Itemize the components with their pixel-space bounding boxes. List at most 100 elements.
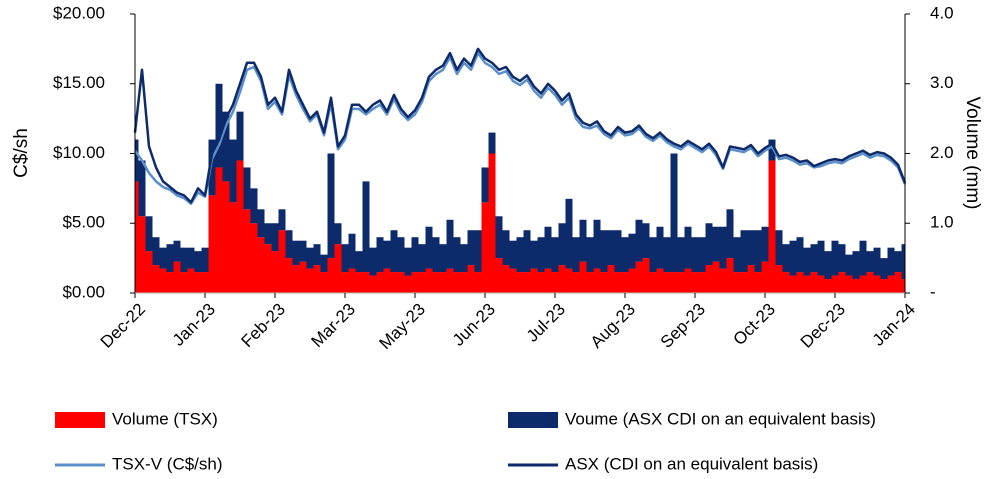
volume-bar	[264, 223, 272, 245]
volume-bar	[530, 268, 538, 293]
price-line	[133, 47, 907, 204]
volume-bar	[649, 237, 657, 273]
volume-bar	[656, 268, 664, 293]
volume-bar	[845, 275, 853, 293]
y2-tick-label: 2.0	[930, 143, 954, 162]
legend-swatch	[55, 412, 105, 428]
volume-bar	[292, 240, 300, 266]
volume-bar	[656, 226, 664, 269]
volume-bar	[222, 181, 230, 293]
volume-bar	[159, 247, 167, 269]
volume-bar	[866, 272, 874, 293]
volume-bar	[537, 272, 545, 293]
volume-bar	[803, 275, 811, 293]
volume-bar	[488, 132, 496, 154]
volume-bar	[404, 275, 412, 293]
volume-bar	[859, 240, 867, 276]
volume-bar	[397, 272, 405, 293]
x-tick-label: Jan-24	[869, 300, 919, 350]
volume-bar	[530, 240, 538, 269]
volume-bar	[719, 226, 727, 269]
volume-bar	[390, 230, 398, 273]
volume-bar	[215, 167, 223, 293]
volume-bar	[299, 261, 307, 293]
y2-axis-label: Volume (mm)	[962, 97, 983, 210]
volume-bar	[327, 153, 335, 259]
volume-bar	[481, 167, 489, 203]
volume-bar	[306, 268, 314, 293]
volume-bar	[285, 230, 293, 259]
volume-bar	[873, 275, 881, 293]
volume-bar	[726, 209, 734, 259]
volume-bar	[509, 268, 517, 293]
volume-bar	[446, 219, 454, 269]
volume-bar	[138, 216, 146, 293]
volume-bar	[278, 209, 286, 231]
volume-bar	[516, 272, 524, 293]
volume-bar	[768, 139, 776, 161]
legend-label: ASX (CDI on an equivalent basis)	[565, 454, 818, 473]
volume-bar	[544, 226, 552, 269]
volume-bar	[327, 258, 335, 293]
volume-bar	[271, 251, 279, 293]
volume-bar	[754, 272, 762, 293]
volume-bar	[523, 272, 531, 293]
volume-bar	[586, 237, 594, 273]
x-tick-label: Dec-22	[97, 300, 149, 352]
volume-bar	[712, 226, 720, 262]
volume-bar	[236, 160, 244, 293]
volume-bar	[670, 272, 678, 293]
volume-bar	[313, 265, 321, 293]
volume-bar	[593, 219, 601, 269]
volume-bar	[135, 139, 139, 182]
volume-bar	[271, 223, 279, 252]
legend-swatch	[508, 412, 558, 428]
volume-bar	[579, 261, 587, 293]
y2-tick-label: 4.0	[930, 3, 954, 22]
volume-bar	[516, 237, 524, 273]
volume-bar	[551, 237, 559, 273]
volume-bar	[572, 272, 580, 293]
volume-bar	[313, 244, 321, 266]
volume-bar	[894, 251, 902, 273]
volume-bar	[229, 202, 237, 293]
legend-label: Volume (TSX)	[112, 409, 218, 428]
volume-bar	[740, 230, 748, 273]
volume-bar	[670, 153, 678, 273]
volume-bar	[775, 265, 783, 293]
volume-bar	[404, 247, 412, 276]
volume-bar	[376, 272, 384, 293]
volume-bar	[817, 240, 825, 276]
volume-bar	[698, 237, 706, 273]
volume-bar	[285, 258, 293, 293]
volume-bar	[474, 230, 482, 273]
volume-bar	[250, 223, 258, 293]
y-tick-label: $10.00	[53, 143, 105, 162]
volume-bar	[173, 261, 181, 293]
volume-bar	[747, 230, 755, 266]
volume-bar	[733, 237, 741, 273]
y-tick-label: $0.00	[62, 282, 105, 301]
volume-bar	[845, 254, 853, 276]
volume-bar	[691, 237, 699, 273]
volume-bar	[789, 240, 797, 276]
volume-bar	[152, 265, 160, 293]
x-tick-label: Aug-23	[587, 300, 639, 352]
volume-bar	[334, 223, 342, 245]
volume-bar	[376, 237, 384, 273]
volume-bar	[901, 244, 905, 280]
volume-bar	[558, 223, 566, 266]
volume-bar	[691, 272, 699, 293]
volume-bar	[803, 247, 811, 276]
volume-bar	[579, 219, 587, 262]
volume-bar	[859, 275, 867, 293]
volume-bar	[320, 254, 328, 273]
legend-label: TSX-V (C$/sh)	[112, 454, 223, 473]
volume-bar	[383, 240, 391, 269]
volume-bar	[250, 188, 258, 224]
volume-bar	[257, 209, 265, 238]
volume-bar	[761, 226, 769, 262]
volume-bar	[460, 244, 468, 273]
volume-bar	[880, 258, 888, 280]
volume-bar	[467, 230, 475, 266]
